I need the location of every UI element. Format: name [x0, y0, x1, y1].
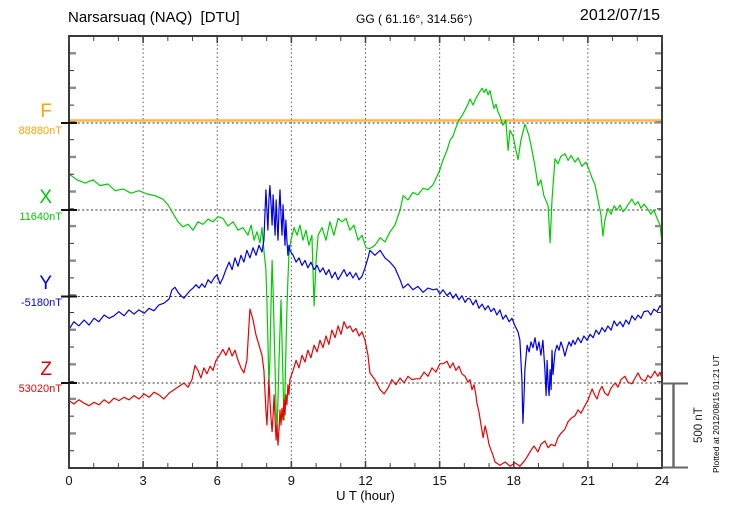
- plot-border: [68, 35, 663, 469]
- channel-label-X: X 11640nT: [0, 188, 62, 224]
- channel-letter-Y: Y: [39, 273, 52, 294]
- channel-baseline-Z: 53020nT: [18, 383, 62, 395]
- x-axis-label: U T (hour): [336, 488, 395, 503]
- channel-letter-Z: Z: [40, 359, 52, 380]
- x-tick-label-21: 21: [581, 473, 595, 488]
- plotted-at-note: Plotted at 2012/08/15 01:21 UT: [711, 354, 721, 473]
- x-tick-label-0: 0: [65, 473, 72, 488]
- plot-date: 2012/07/15: [579, 7, 660, 24]
- series-Z: [68, 308, 663, 467]
- channel-label-Z: Z 53020nT: [0, 360, 62, 396]
- channel-baseline-Y: -5180nT: [21, 297, 62, 309]
- x-tick-label-18: 18: [507, 473, 521, 488]
- scale-bar-label: 500 nT: [693, 407, 705, 443]
- channel-baseline-F: 88880nT: [18, 125, 62, 137]
- x-tick-label-6: 6: [214, 473, 221, 488]
- channel-letter-F: F: [40, 101, 52, 122]
- channel-label-F: F 88880nT: [0, 102, 62, 138]
- x-tick-label-15: 15: [432, 473, 446, 488]
- channel-label-Y: Y -5180nT: [0, 274, 62, 310]
- series-Y: [68, 185, 663, 424]
- channel-baseline-X: 11640nT: [19, 211, 62, 223]
- x-tick-label-24: 24: [655, 473, 669, 488]
- station-title: Narsarsuaq (NAQ) [DTU]: [68, 9, 240, 26]
- x-tick-label-9: 9: [288, 473, 295, 488]
- series-X: [68, 87, 663, 433]
- x-tick-label-3: 3: [140, 473, 147, 488]
- channel-letter-X: X: [39, 187, 52, 208]
- x-tick-label-12: 12: [358, 473, 372, 488]
- geographic-coordinates: GG ( 61.16°, 314.56°): [356, 12, 473, 26]
